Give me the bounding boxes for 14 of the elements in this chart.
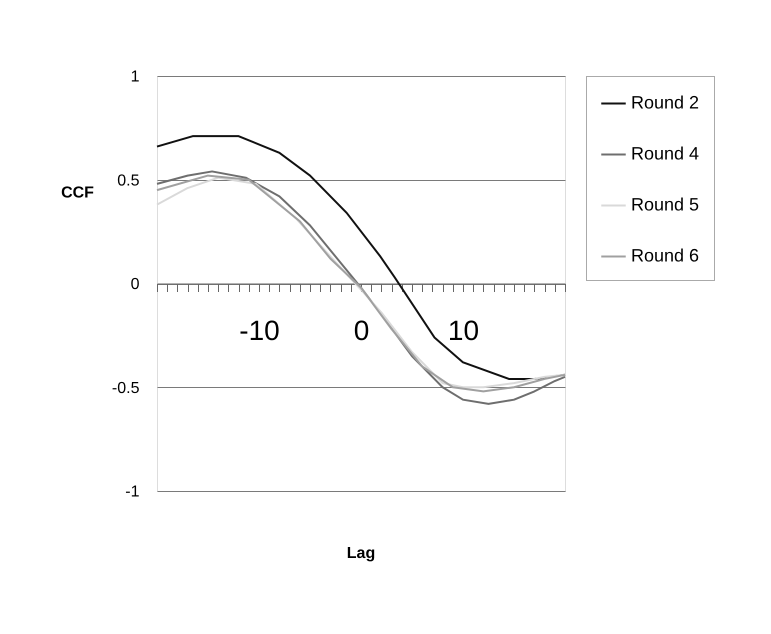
y-tick-label: 1 [130, 68, 140, 86]
legend-label: Round 2 [631, 92, 700, 112]
x-tick-label: 10 [448, 315, 480, 346]
legend-label: Round 6 [631, 246, 700, 266]
legend-label: Round 4 [631, 144, 700, 164]
text: Lag [346, 545, 376, 562]
x-tick-label: 0 [354, 315, 370, 346]
y-tick-label: -1 [125, 484, 140, 500]
y-tick-label: 0 [130, 276, 140, 293]
y-axis-title: CCF [61, 184, 94, 202]
y-tick-label: -0.5 [112, 380, 140, 397]
x-tick-label: -10 [239, 315, 280, 346]
legend-label: Round 5 [631, 194, 700, 214]
y-tick-label: 0.5 [117, 172, 140, 190]
